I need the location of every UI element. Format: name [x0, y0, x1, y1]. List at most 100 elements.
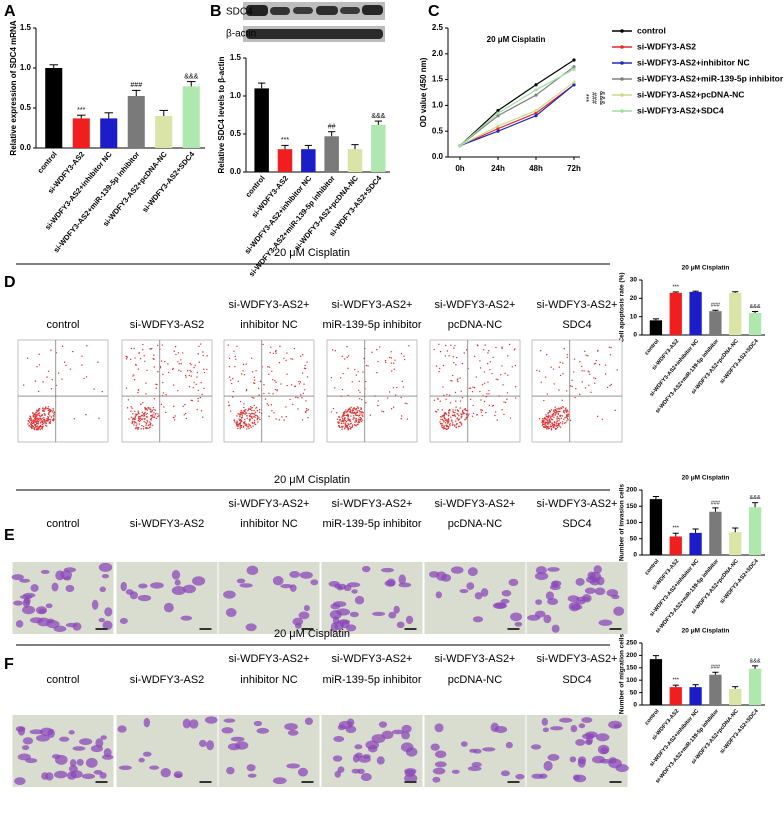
event-dot	[49, 419, 52, 421]
legend-label: si-WDFY3-AS2+SDC4	[637, 105, 724, 115]
event-dot	[444, 355, 447, 357]
bar	[72, 118, 90, 148]
event-dot	[193, 381, 195, 383]
event-dot	[190, 371, 192, 373]
event-dot	[444, 413, 446, 415]
event-dot	[31, 427, 33, 429]
event-dot	[563, 412, 565, 414]
event-dot	[33, 428, 36, 430]
event-dot	[348, 411, 351, 413]
event-dot	[178, 369, 180, 371]
event-dot	[557, 413, 559, 416]
cell	[405, 615, 414, 625]
event-dot	[454, 345, 456, 347]
cell	[398, 574, 406, 585]
event-dot	[52, 409, 54, 412]
event-dot	[97, 361, 99, 363]
cell	[459, 588, 469, 594]
event-dot	[354, 414, 357, 416]
event-dot	[133, 424, 135, 426]
event-dot	[455, 420, 457, 422]
event-dot	[350, 415, 352, 417]
event-dot	[41, 421, 44, 423]
event-dot	[244, 413, 246, 415]
event-dot	[43, 416, 45, 419]
cell	[361, 565, 371, 573]
event-dot	[228, 365, 231, 368]
group-label: si-WDFY3-AS2+	[229, 653, 310, 665]
event-dot	[483, 382, 486, 384]
cell	[289, 570, 301, 578]
group-label: si-WDFY3-AS2+	[435, 498, 516, 510]
group-label: pcDNA-NC	[448, 518, 502, 530]
event-dot	[145, 382, 147, 384]
event-dot	[238, 423, 240, 426]
event-dot	[28, 421, 31, 423]
cell	[541, 717, 548, 726]
point	[572, 58, 576, 62]
event-dot	[501, 409, 503, 411]
cell	[534, 572, 549, 581]
cell	[163, 602, 174, 613]
cell	[125, 589, 134, 595]
event-dot	[551, 419, 553, 421]
blot-band	[293, 7, 313, 14]
event-dot	[139, 419, 142, 422]
event-dot	[43, 410, 46, 412]
event-dot	[483, 371, 486, 373]
event-dot	[481, 414, 484, 417]
y-tick-label: 0	[633, 552, 637, 559]
event-dot	[188, 374, 191, 377]
event-dot	[236, 420, 238, 422]
event-dot	[400, 352, 403, 355]
cell	[286, 763, 300, 769]
event-dot	[555, 424, 558, 426]
event-dot	[358, 380, 360, 382]
event-dot	[46, 407, 49, 410]
cell	[606, 589, 619, 597]
event-dot	[462, 409, 464, 412]
event-dot	[167, 363, 169, 365]
event-dot	[443, 421, 445, 423]
group-label: SDC4	[562, 319, 591, 331]
event-dot	[481, 409, 483, 412]
event-dot	[145, 421, 147, 424]
event-dot	[42, 423, 44, 425]
point	[496, 124, 500, 128]
row-title: 20 μM Cisplatin	[274, 474, 350, 486]
event-dot	[344, 419, 347, 422]
y-tick-label: 250	[626, 640, 637, 647]
event-dot	[305, 408, 308, 410]
event-dot	[543, 421, 545, 424]
bar	[709, 674, 722, 705]
event-dot	[565, 411, 568, 413]
event-dot	[139, 357, 142, 360]
event-dot	[609, 385, 611, 387]
event-dot	[454, 415, 457, 417]
event-dot	[101, 390, 103, 393]
event-dot	[167, 371, 170, 374]
blot-band	[246, 29, 383, 39]
event-dot	[341, 426, 344, 428]
event-dot	[36, 409, 38, 412]
event-dot	[444, 418, 447, 420]
scale-bar	[609, 628, 622, 630]
event-dot	[355, 419, 358, 422]
event-dot	[47, 416, 49, 419]
event-dot	[189, 369, 191, 372]
event-dot	[285, 406, 287, 408]
event-dot	[69, 368, 72, 370]
group-label: si-WDFY3-AS2	[130, 674, 205, 686]
event-dot	[355, 374, 358, 376]
event-dot	[342, 415, 345, 417]
event-dot	[145, 427, 148, 429]
event-dot	[548, 422, 550, 424]
event-dot	[36, 422, 38, 424]
event-dot	[471, 391, 474, 393]
significance-marker: ###	[711, 665, 721, 671]
event-dot	[146, 412, 148, 415]
event-dot	[481, 384, 484, 386]
cell	[14, 777, 26, 786]
event-dot	[193, 366, 195, 369]
event-dot	[593, 377, 595, 379]
